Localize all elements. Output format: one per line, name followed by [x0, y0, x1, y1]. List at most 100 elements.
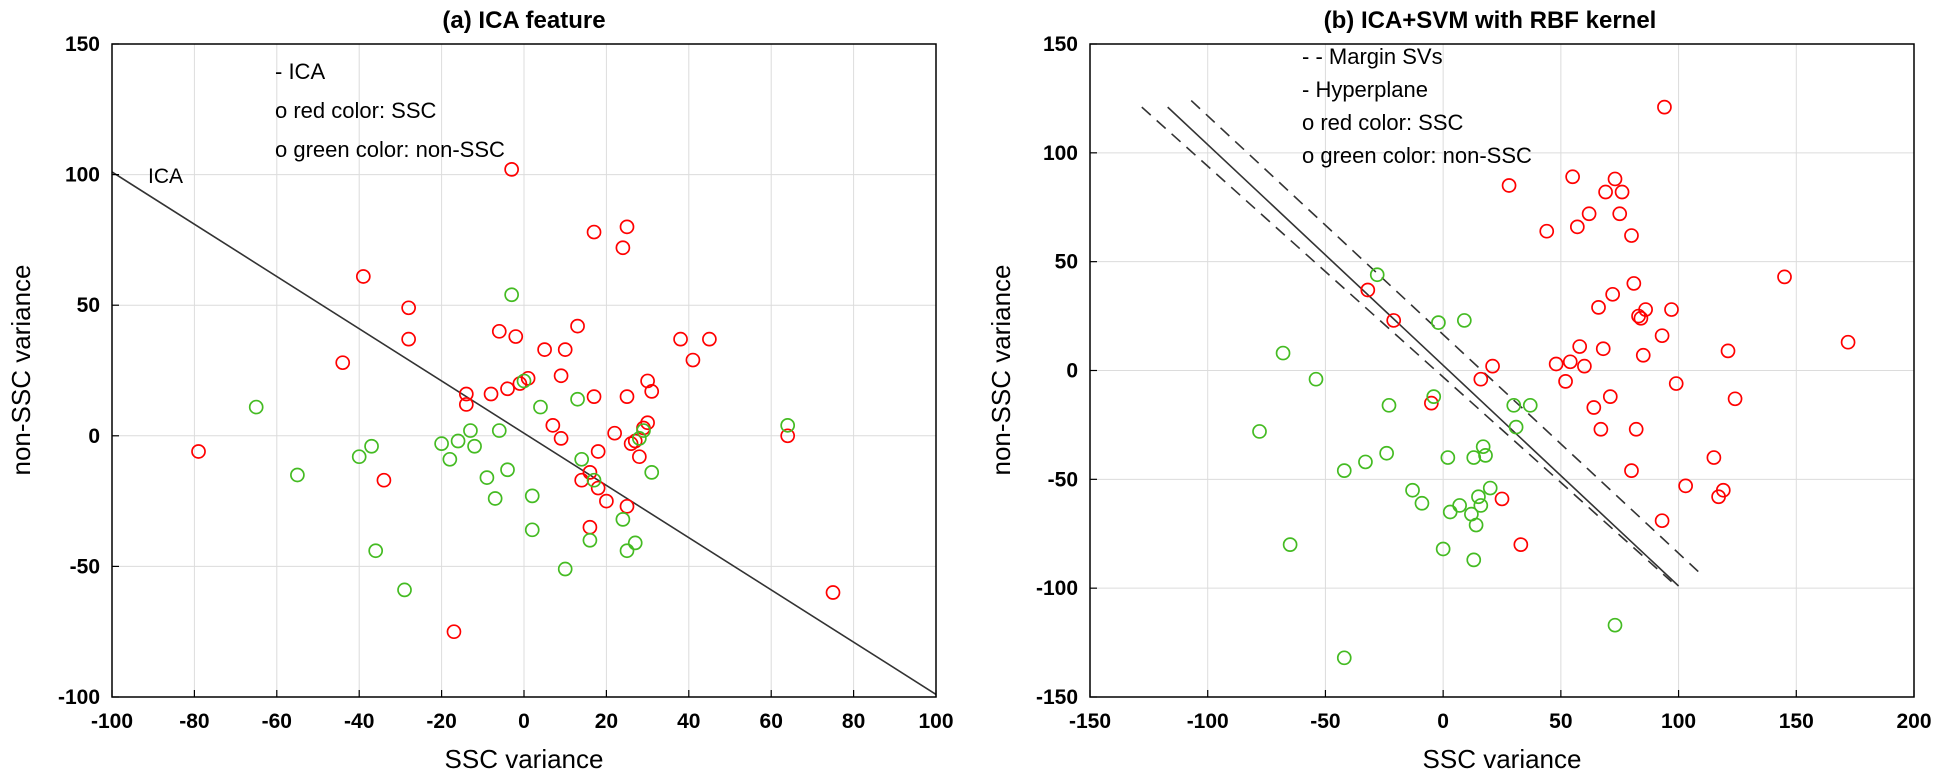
legend-item-nonssc-b: o green color: non-SSC [1302, 143, 1532, 168]
ssc-point [570, 318, 585, 334]
ssc-point [1485, 358, 1500, 374]
chart-title-b: (b) ICA+SVM with RBF kernel [1324, 7, 1657, 34]
ssc-point [1840, 334, 1856, 350]
ssc-point [619, 498, 635, 514]
x-tick-label: 20 [595, 710, 618, 733]
ssc-point [1562, 354, 1578, 370]
ssc-point [1595, 341, 1611, 357]
x-tick-label: 40 [677, 710, 700, 733]
ssc-point [1720, 343, 1736, 359]
ssc-point [586, 389, 602, 404]
ssc-point [1635, 347, 1651, 363]
non-ssc-point [479, 470, 495, 485]
x-tick-label: -100 [91, 710, 133, 733]
ssc-point [685, 352, 701, 368]
non-ssc-point [1275, 345, 1291, 361]
ssc-point [1598, 184, 1613, 200]
x-tick-label: 100 [1661, 710, 1696, 733]
ssc-point [557, 342, 573, 357]
non-ssc-point [1478, 448, 1493, 463]
non-ssc-point [248, 399, 264, 415]
ssc-point [1581, 206, 1597, 222]
y-tick-label: -50 [70, 555, 100, 578]
ssc-point [191, 444, 206, 459]
non-ssc-point [524, 522, 540, 538]
ssc-point [508, 329, 524, 344]
chart-panel-b: -150 -100 -50 0 50 100 150 200 -150 -100 -50 0 50 100… [986, 7, 1932, 774]
non-ssc-point [397, 582, 412, 598]
margin-sv-line [1190, 100, 1703, 576]
non-ssc-point [1431, 315, 1446, 330]
non-ssc-point [632, 431, 647, 446]
x-tick-label: 200 [1896, 710, 1931, 733]
non-ssc-point [1426, 389, 1442, 404]
non-ssc-point [780, 418, 796, 433]
x-tick-label: 150 [1779, 710, 1814, 733]
non-ssc-point [557, 561, 573, 577]
ssc-point [582, 519, 598, 535]
non-ssc-point [582, 532, 598, 548]
ssc-point [644, 384, 660, 399]
non-ssc-point [442, 451, 458, 467]
ssc-point [1473, 371, 1489, 387]
ticks-a: -100 -80 -60 -40 -20 0 20 40 60 80 100 -100 -50 0 50 10… [58, 33, 954, 733]
grid-b [1089, 43, 1915, 698]
x-axis-label-a: SSC variance [445, 744, 604, 774]
ssc-point [1657, 99, 1672, 115]
non-ssc-point [586, 472, 602, 488]
ssc-point [1572, 339, 1588, 354]
ssc-point [673, 331, 688, 347]
y-tick-label: 150 [65, 33, 100, 56]
chart-panel-a: -100 -80 -60 -40 -20 0 20 40 60 80 100 -100 -50 0 50 10… [6, 7, 954, 774]
ssc-point [401, 331, 416, 347]
ssc-point [1360, 282, 1376, 298]
ssc-point [1577, 358, 1592, 374]
ssc-point [1607, 171, 1623, 187]
points-a [191, 162, 841, 640]
ica-line [111, 171, 937, 696]
ssc-point [780, 428, 796, 444]
ssc-point [1386, 313, 1402, 328]
non-ssc-point [1440, 450, 1456, 465]
ssc-point [1591, 300, 1606, 315]
legend-item-ssc-a: o red color: SSC [275, 98, 437, 123]
ssc-point [1678, 478, 1693, 494]
non-ssc-point [1607, 617, 1623, 633]
non-ssc-point [368, 543, 384, 559]
ssc-point [335, 355, 351, 371]
non-ssc-point [1471, 489, 1486, 505]
legend-item-nonssc-a: o green color: non-SSC [275, 137, 505, 162]
ssc-point [1612, 206, 1628, 222]
non-ssc-point [1468, 517, 1484, 533]
ssc-point [825, 585, 841, 600]
ssc-point [574, 472, 590, 488]
ssc-point [458, 386, 474, 402]
non-ssc-point [1336, 650, 1352, 666]
y-tick-label: -150 [1036, 686, 1078, 709]
y-tick-label: 0 [1066, 360, 1078, 383]
ssc-point [586, 224, 602, 240]
non-ssc-point [524, 488, 540, 504]
non-ssc-point [1336, 463, 1352, 478]
ssc-point [1565, 169, 1580, 185]
ssc-point [1654, 513, 1670, 529]
non-ssc-point [574, 451, 590, 467]
legend-item-hyperplane: - Hyperplane [1302, 77, 1428, 102]
x-tick-label: -60 [262, 710, 292, 733]
margin-sv-line [1141, 106, 1673, 583]
ssc-point [1558, 374, 1573, 389]
y-axis-label-b: non-SSC variance [986, 265, 1016, 476]
x-tick-label: -40 [344, 710, 374, 733]
non-ssc-point [615, 512, 631, 527]
x-tick-label: -50 [1310, 710, 1340, 733]
ssc-point [491, 323, 507, 339]
ssc-point [1614, 184, 1630, 200]
hyperplane-line [1167, 106, 1680, 587]
non-ssc-point [1466, 450, 1482, 465]
ssc-point [483, 386, 499, 402]
non-ssc-point [1435, 541, 1451, 557]
ssc-point [553, 368, 569, 384]
ssc-point [376, 472, 392, 488]
points-b [1252, 99, 1856, 666]
legend-item-ssc-b: o red color: SSC [1302, 110, 1464, 135]
